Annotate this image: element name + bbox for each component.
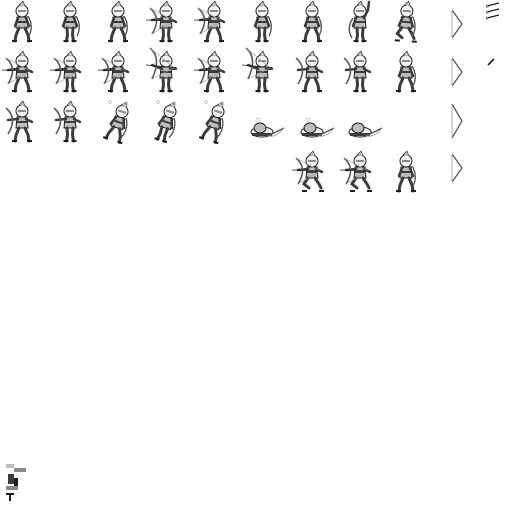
bow-sprite	[451, 103, 463, 139]
archer-frame	[1, 50, 34, 93]
corner-glyph-icon	[6, 464, 26, 501]
bow-sprite	[451, 153, 463, 183]
archer-frame	[145, 47, 178, 93]
archer-frame	[241, 47, 274, 93]
character-frames	[1, 0, 417, 193]
archer-frame	[250, 117, 285, 138]
bow-frames	[451, 9, 463, 183]
archer-frame	[102, 100, 129, 145]
archer-frame	[193, 0, 226, 43]
archer-frame	[394, 0, 417, 43]
archer-frame	[348, 0, 371, 43]
archer-frame	[339, 150, 372, 192]
archer-frame	[49, 50, 82, 93]
archer-frame	[193, 50, 226, 93]
archer-frame	[295, 50, 324, 93]
arrow-frames	[486, 2, 500, 66]
arrow-sprite	[486, 8, 500, 14]
archer-frame	[12, 0, 32, 43]
archer-frame	[97, 50, 130, 93]
arrow-sprite	[486, 2, 500, 8]
archer-frame	[396, 50, 416, 93]
archer-frame	[348, 122, 383, 138]
archer-frame	[253, 0, 272, 43]
archer-frame	[154, 100, 177, 144]
archer-frame	[53, 100, 82, 143]
bow-sprite	[451, 9, 463, 39]
archer-frame	[300, 117, 335, 138]
archer-frame	[302, 0, 322, 43]
arrow-sprite	[486, 14, 500, 20]
archer-frame	[61, 0, 80, 43]
archer-frame	[108, 0, 128, 43]
archer-frame	[396, 150, 416, 193]
bow-sprite	[451, 57, 463, 87]
archer-frame	[145, 0, 178, 43]
archer-frame	[291, 150, 324, 192]
archer-frame	[5, 100, 34, 143]
archer-frame	[198, 100, 225, 145]
arrow-sprite	[487, 58, 495, 66]
archer-frame	[343, 50, 372, 93]
